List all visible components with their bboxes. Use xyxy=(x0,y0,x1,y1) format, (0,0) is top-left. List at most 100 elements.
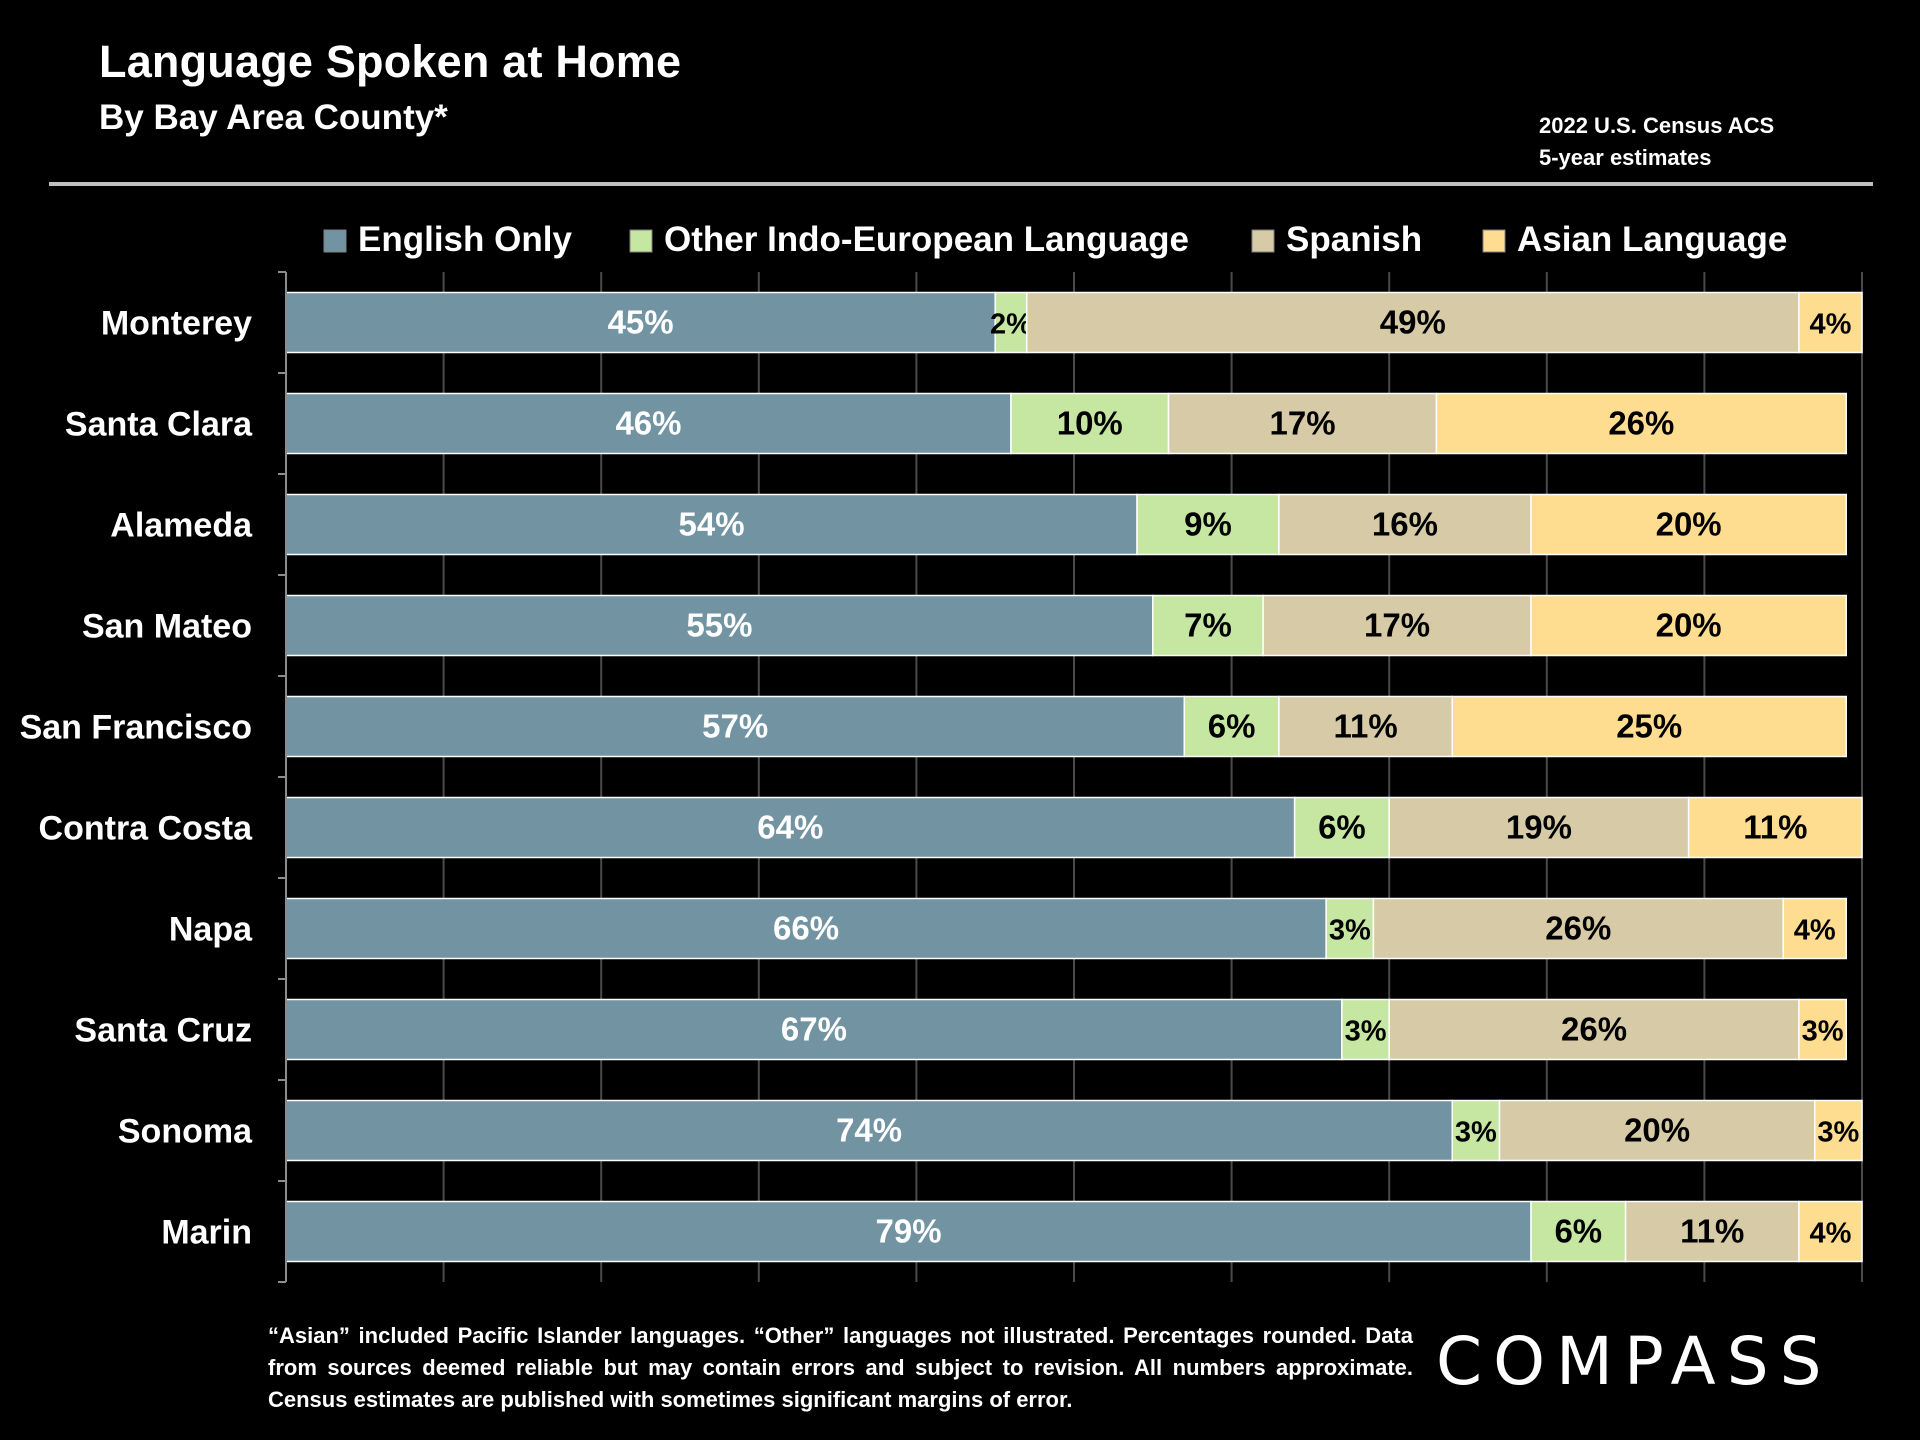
bars: 45% 2% 49% 4% 46% 10% 17% 26% 54% 9% 16% 20% 55% 7% 17… xyxy=(285,291,1863,1263)
compass-logo: COMPASS xyxy=(1436,1323,1833,1400)
legend-label-other-indo-european-language: Other Indo-European Language xyxy=(664,220,1189,259)
bar-alameda-spanish xyxy=(1278,493,1532,556)
bar-sonoma-asian-language xyxy=(1813,1099,1863,1162)
page-title: Language Spoken at Home xyxy=(99,36,682,87)
source-line-2: 5-year estimates xyxy=(1539,145,1712,170)
page-subtitle: By Bay Area County* xyxy=(99,98,448,137)
bar-monterey-english-only xyxy=(285,291,996,354)
legend-swatch-english-only xyxy=(323,229,347,253)
data-label-contra-costa-spanish: 19% xyxy=(1506,809,1572,846)
data-label-sonoma-english-only: 74% xyxy=(836,1112,902,1149)
category-label-san-mateo: San Mateo xyxy=(82,608,252,646)
data-label-monterey-asian-language: 4% xyxy=(1810,309,1852,341)
category-label-sonoma: Sonoma xyxy=(118,1113,253,1151)
data-label-contra-costa-asian-language: 11% xyxy=(1743,809,1807,846)
bar-san-francisco-english-only xyxy=(285,695,1186,758)
category-labels: Monterey Santa Clara Alameda San Mateo San F… xyxy=(20,305,254,1252)
bar-monterey-other-indo-european-language xyxy=(994,291,1028,354)
axes xyxy=(278,271,287,1283)
bar-contra-costa-asian-language xyxy=(1687,796,1863,859)
legend-swatch-asian-language xyxy=(1482,229,1506,253)
data-label-monterey-spanish: 49% xyxy=(1380,304,1446,341)
legend-swatch-spanish xyxy=(1251,229,1275,253)
bar-santa-clara-spanish xyxy=(1167,392,1438,455)
data-label-alameda-english-only: 54% xyxy=(678,506,744,543)
data-label-santa-clara-english-only: 46% xyxy=(615,405,681,442)
bar-santa-cruz-english-only xyxy=(285,998,1343,1061)
data-label-monterey-other-indo-european-language: 2% xyxy=(990,309,1032,341)
bar-san-francisco-other-indo-european-language xyxy=(1183,695,1280,758)
data-label-napa-other-indo-european-language: 3% xyxy=(1329,915,1371,947)
header-divider xyxy=(49,182,1873,186)
data-label-marin-spanish: 11% xyxy=(1680,1213,1744,1250)
bar-san-mateo-other-indo-european-language xyxy=(1152,594,1264,657)
bar-monterey-asian-language xyxy=(1798,291,1863,354)
category-label-san-francisco: San Francisco xyxy=(20,709,252,747)
bar-alameda-asian-language xyxy=(1530,493,1847,556)
bar-marin-asian-language xyxy=(1798,1200,1863,1263)
data-label-san-mateo-asian-language: 20% xyxy=(1656,607,1722,644)
data-label-santa-clara-asian-language: 26% xyxy=(1608,405,1674,442)
category-label-monterey: Monterey xyxy=(101,305,252,343)
data-label-santa-cruz-other-indo-european-language: 3% xyxy=(1345,1016,1387,1048)
source-line-1: 2022 U.S. Census ACS xyxy=(1539,113,1775,138)
bar-san-mateo-asian-language xyxy=(1530,594,1847,657)
bar-napa-english-only xyxy=(285,897,1327,960)
bar-napa-other-indo-european-language xyxy=(1325,897,1375,960)
data-label-contra-costa-other-indo-european-language: 6% xyxy=(1318,809,1366,846)
data-label-monterey-english-only: 45% xyxy=(608,304,674,341)
data-label-santa-clara-spanish: 17% xyxy=(1269,405,1335,442)
bar-santa-cruz-other-indo-european-language xyxy=(1341,998,1390,1061)
bar-san-mateo-spanish xyxy=(1262,594,1532,657)
data-label-san-francisco-spanish: 11% xyxy=(1333,708,1397,745)
data-label-napa-spanish: 26% xyxy=(1545,910,1611,947)
bar-contra-costa-other-indo-european-language xyxy=(1293,796,1390,859)
bar-contra-costa-spanish xyxy=(1388,796,1690,859)
bar-alameda-other-indo-european-language xyxy=(1136,493,1280,556)
data-label-marin-other-indo-european-language: 6% xyxy=(1554,1213,1602,1250)
data-label-san-mateo-spanish: 17% xyxy=(1364,607,1430,644)
data-label-san-francisco-asian-language: 25% xyxy=(1616,708,1682,745)
category-label-contra-costa: Contra Costa xyxy=(39,810,254,848)
bar-san-francisco-spanish xyxy=(1278,695,1453,758)
data-label-marin-english-only: 79% xyxy=(875,1213,941,1250)
data-label-alameda-asian-language: 20% xyxy=(1656,506,1722,543)
bar-napa-spanish xyxy=(1372,897,1784,960)
stacked-bar-chart: English Only Other Indo-European Language… xyxy=(20,220,1863,1283)
data-label-napa-english-only: 66% xyxy=(773,910,839,947)
data-label-santa-cruz-asian-language: 3% xyxy=(1802,1016,1844,1048)
legend-label-spanish: Spanish xyxy=(1286,220,1422,259)
bar-marin-english-only xyxy=(285,1200,1532,1263)
bar-santa-clara-other-indo-european-language xyxy=(1010,392,1170,455)
legend-swatch-other-indo-european-language xyxy=(629,229,653,253)
category-label-santa-clara: Santa Clara xyxy=(65,406,253,444)
data-label-sonoma-other-indo-european-language: 3% xyxy=(1455,1117,1497,1149)
data-label-napa-asian-language: 4% xyxy=(1794,915,1836,947)
data-label-san-mateo-other-indo-european-language: 7% xyxy=(1184,607,1232,644)
category-label-napa: Napa xyxy=(169,911,253,949)
data-label-marin-asian-language: 4% xyxy=(1810,1218,1852,1250)
bar-monterey-spanish xyxy=(1025,291,1800,354)
legend-label-english-only: English Only xyxy=(358,220,572,259)
bar-marin-other-indo-european-language xyxy=(1530,1200,1627,1263)
data-label-sonoma-spanish: 20% xyxy=(1624,1112,1690,1149)
data-label-san-mateo-english-only: 55% xyxy=(686,607,752,644)
category-label-marin: Marin xyxy=(161,1214,252,1252)
bar-sonoma-english-only xyxy=(285,1099,1453,1162)
bar-sonoma-other-indo-european-language xyxy=(1451,1099,1501,1162)
category-label-santa-cruz: Santa Cruz xyxy=(74,1012,252,1050)
footnote: “Asian” included Pacific Islander langua… xyxy=(268,1323,1413,1412)
bar-san-francisco-asian-language xyxy=(1451,695,1847,758)
data-label-santa-cruz-spanish: 26% xyxy=(1561,1011,1627,1048)
bar-sonoma-spanish xyxy=(1498,1099,1816,1162)
data-label-san-francisco-english-only: 57% xyxy=(702,708,768,745)
data-label-santa-clara-other-indo-european-language: 10% xyxy=(1057,405,1123,442)
data-label-contra-costa-english-only: 64% xyxy=(757,809,823,846)
bar-alameda-english-only xyxy=(285,493,1138,556)
bar-contra-costa-english-only xyxy=(285,796,1296,859)
bar-santa-cruz-asian-language xyxy=(1798,998,1847,1061)
data-label-sonoma-asian-language: 3% xyxy=(1817,1117,1859,1149)
bar-san-mateo-english-only xyxy=(285,594,1154,657)
data-label-alameda-other-indo-european-language: 9% xyxy=(1184,506,1232,543)
legend-label-asian-language: Asian Language xyxy=(1517,220,1787,259)
